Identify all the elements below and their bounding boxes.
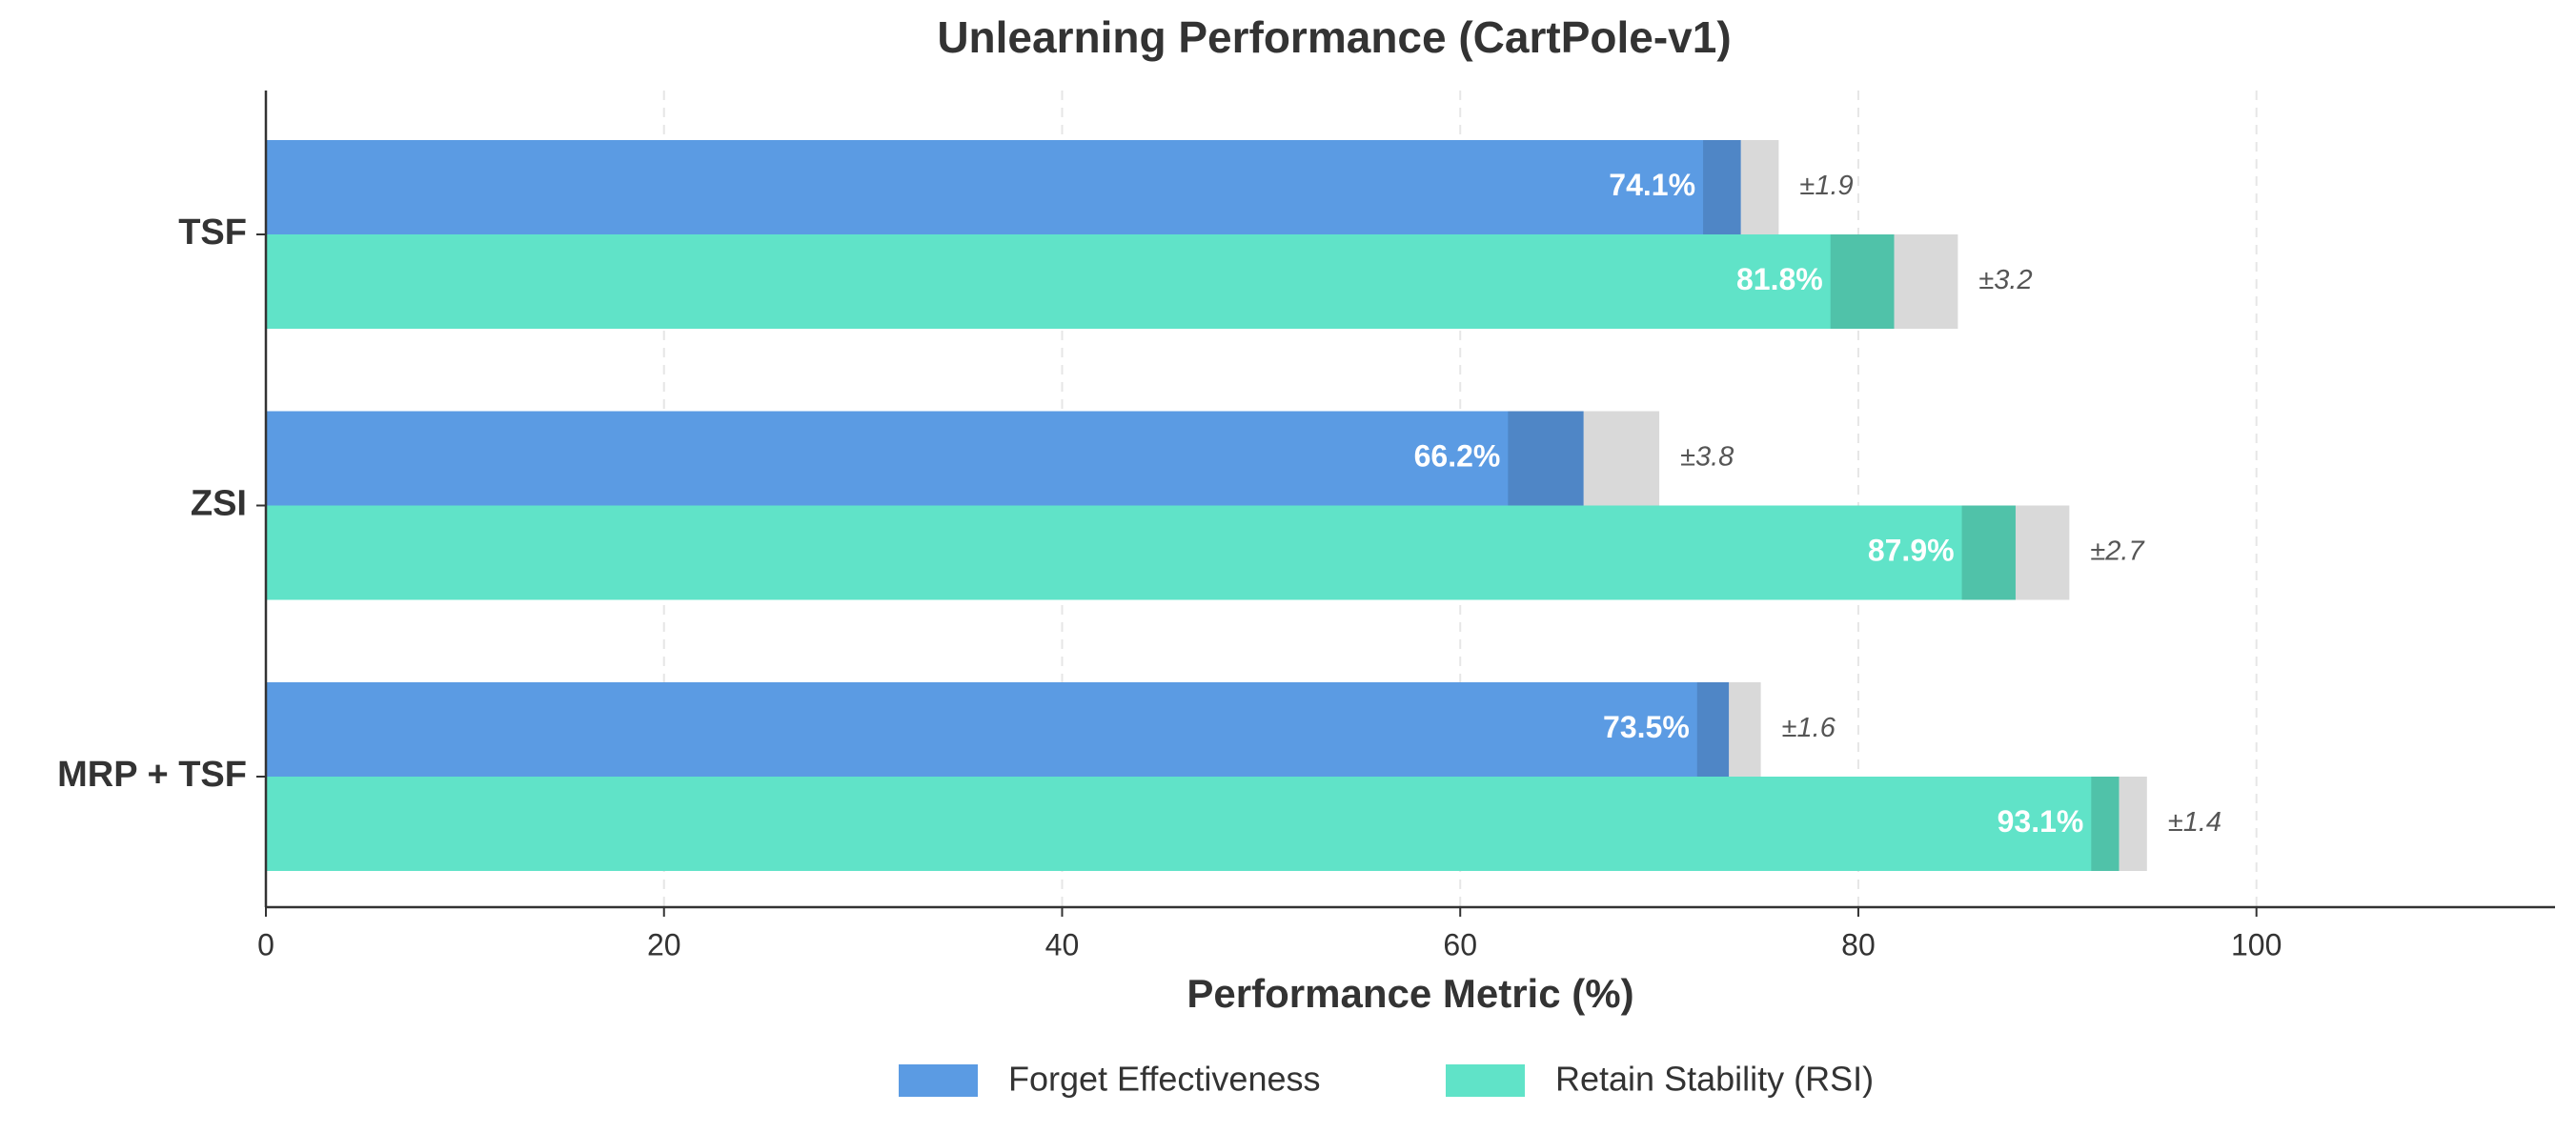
legend-label: Retain Stability (RSI) bbox=[1555, 1060, 1874, 1099]
bar bbox=[266, 234, 1895, 329]
x-tick-label: 40 bbox=[1045, 927, 1080, 961]
chart-title: Unlearning Performance (CartPole-v1) bbox=[937, 12, 1731, 62]
error-band-lower bbox=[1696, 682, 1730, 777]
y-tick-label: TSF bbox=[178, 212, 247, 253]
x-tick-label: 80 bbox=[1841, 927, 1876, 961]
x-tick-label: 20 bbox=[647, 927, 681, 961]
error-band-lower bbox=[1830, 234, 1895, 329]
error-band-upper bbox=[1729, 682, 1761, 777]
error-label: ±1.9 bbox=[1799, 171, 1853, 201]
error-band-lower bbox=[1508, 411, 1584, 506]
x-tick-label: 60 bbox=[1443, 927, 1477, 961]
x-tick-label: 100 bbox=[2231, 927, 2282, 961]
error-band-upper bbox=[1894, 234, 1958, 329]
error-band-upper bbox=[2119, 777, 2147, 871]
error-label: ±3.2 bbox=[1978, 265, 2032, 295]
x-axis-label: Performance Metric (%) bbox=[1187, 971, 1633, 1016]
value-label: 66.2% bbox=[1414, 438, 1501, 473]
x-tick-label: 0 bbox=[257, 927, 274, 961]
error-band-lower bbox=[2091, 777, 2120, 871]
legend-swatch bbox=[899, 1064, 978, 1097]
error-label: ±3.8 bbox=[1680, 442, 1734, 473]
error-band-lower bbox=[1703, 140, 1741, 234]
bar bbox=[266, 505, 2016, 600]
value-label: 93.1% bbox=[1998, 804, 2084, 839]
value-label: 73.5% bbox=[1603, 710, 1690, 744]
bar bbox=[266, 682, 1730, 777]
bar bbox=[266, 777, 2120, 871]
value-label: 87.9% bbox=[1868, 533, 1955, 567]
legend-swatch bbox=[1446, 1064, 1525, 1097]
error-label: ±2.7 bbox=[2090, 536, 2145, 567]
error-label: ±1.6 bbox=[1782, 713, 1836, 743]
error-band-upper bbox=[2015, 505, 2070, 600]
y-tick-label: MRP + TSF bbox=[57, 755, 247, 795]
error-band-upper bbox=[1740, 140, 1779, 234]
error-band-upper bbox=[1583, 411, 1660, 506]
legend-label: Forget Effectiveness bbox=[1008, 1060, 1321, 1099]
value-label: 74.1% bbox=[1609, 168, 1695, 202]
error-label: ±1.4 bbox=[2168, 807, 2221, 838]
y-tick-label: ZSI bbox=[191, 484, 247, 524]
bar bbox=[266, 140, 1741, 234]
value-label: 81.8% bbox=[1736, 262, 1823, 296]
bar bbox=[266, 411, 1584, 506]
error-band-lower bbox=[1961, 505, 2016, 600]
